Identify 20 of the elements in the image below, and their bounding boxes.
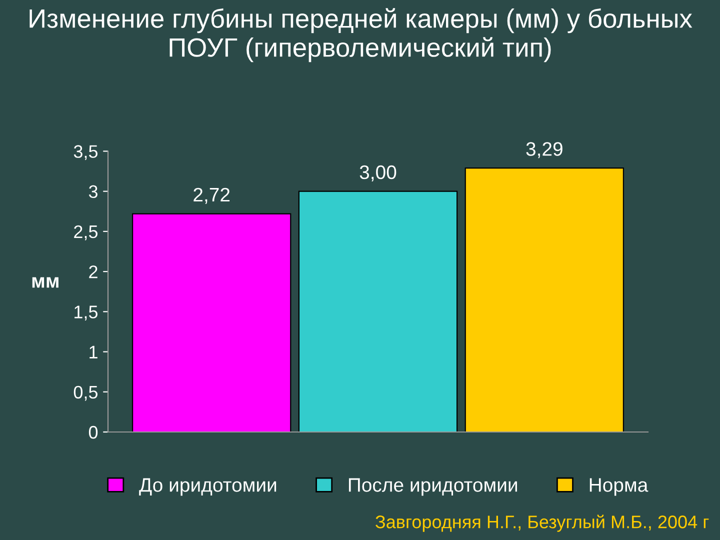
y-tick-label: 2 (89, 265, 98, 278)
y-tick-label: 0,5 (74, 386, 98, 401)
text: Завгородняя Н.Г., Безуглый М.Б., 2004 г (376, 514, 709, 532)
y-tick-label: 3 (88, 185, 98, 198)
bar (298, 190, 458, 432)
legend-label: Норма (590, 478, 648, 496)
y-tick-label: 2,5 (74, 225, 98, 240)
y-tick-label: 3,5 (74, 145, 98, 160)
y-tick-label: 0 (88, 426, 98, 439)
data-label: 2,72 (194, 188, 230, 204)
legend-label: После иридотомии (348, 478, 517, 496)
y-tick-label: 1,5 (74, 306, 98, 321)
legend-label: До иридотомии (139, 478, 276, 496)
y-tick-label: 1 (90, 346, 98, 358)
bar (132, 213, 292, 432)
data-label: 3,00 (360, 165, 396, 182)
y-axis-title: мм (32, 277, 58, 288)
data-label: 3,29 (526, 142, 562, 158)
bar (464, 167, 624, 432)
chart-title: Изменение глубины передней камеры (мм) у больных ПОУГ (гиперволемический тип) (30, 8, 692, 62)
